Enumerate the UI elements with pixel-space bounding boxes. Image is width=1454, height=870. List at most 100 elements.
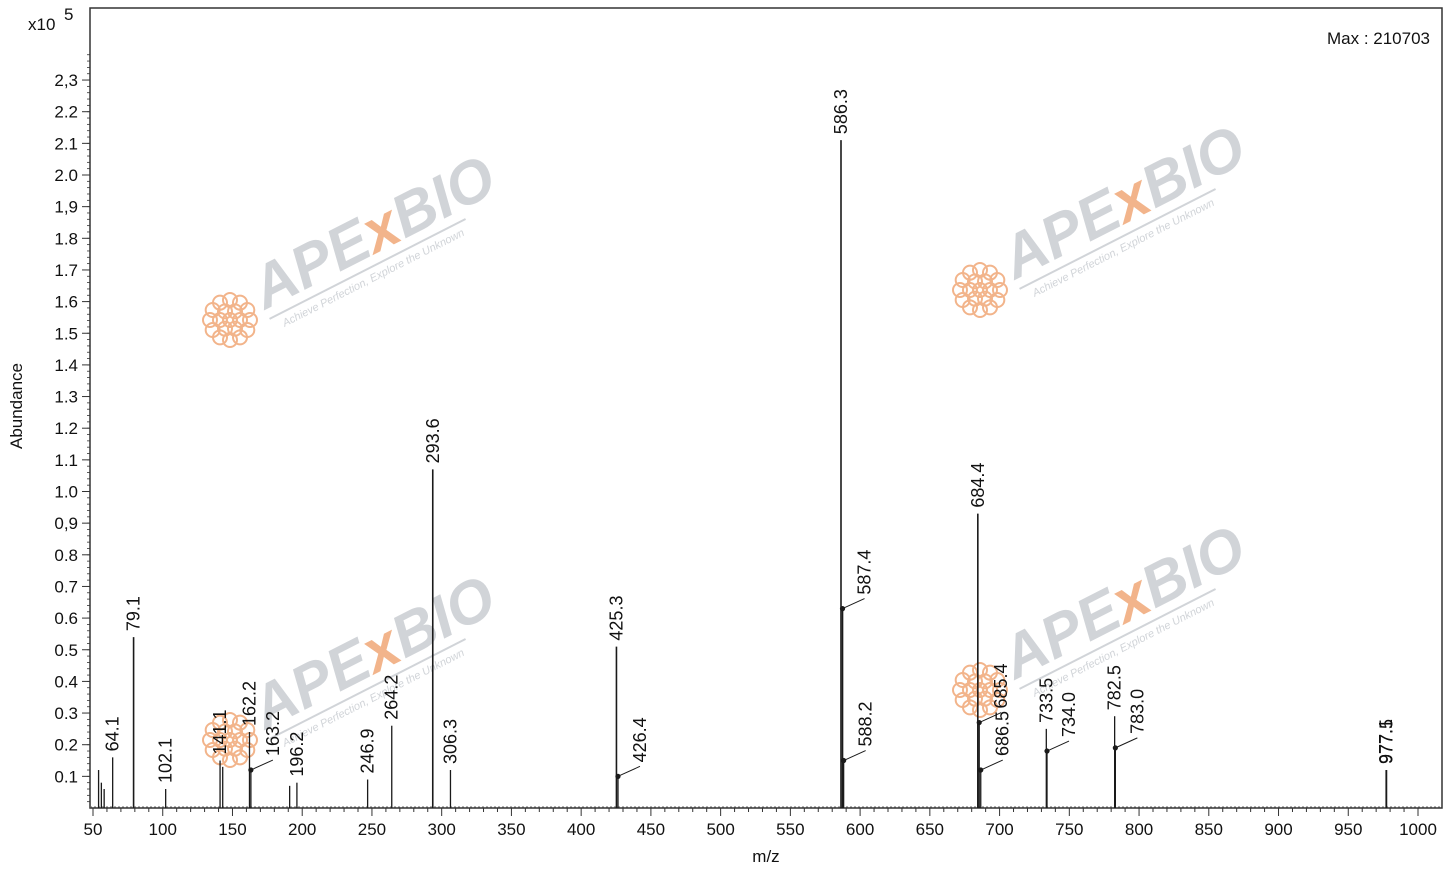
peak-label: 686.5	[993, 711, 1013, 756]
peak-label: 163.2	[263, 711, 283, 756]
watermark-brand: APExBIO	[989, 112, 1256, 292]
watermark-brand: APExBIO	[239, 142, 506, 322]
peak-marker	[841, 757, 847, 764]
x-tick-label: 500	[706, 820, 734, 839]
y-tick-label: 0.4	[54, 672, 78, 691]
x-tick-label: 800	[1125, 820, 1153, 839]
peak-leader	[980, 759, 1003, 771]
x-tick-label: 600	[846, 820, 874, 839]
x-tick-label: 900	[1264, 820, 1292, 839]
peak-marker	[248, 767, 254, 773]
watermark-emblem-icon	[952, 262, 1008, 318]
peak-marker	[978, 767, 984, 773]
peak-label: 246.9	[358, 728, 378, 773]
plot-frame	[89, 7, 1443, 809]
peak-leader	[979, 712, 1002, 724]
peak-label: 293.6	[423, 418, 443, 463]
y-multiplier-label: x10	[28, 15, 55, 34]
peak-leader	[1046, 740, 1070, 752]
y-tick-label: 2.2	[54, 103, 78, 122]
peak-marker	[1044, 748, 1050, 754]
y-tick-label: 1.7	[54, 261, 78, 280]
y-tick-label: 0.7	[54, 577, 78, 596]
peak-leader	[843, 750, 866, 761]
peak-label: 196.2	[287, 732, 307, 777]
peak-label: 425.3	[606, 596, 626, 641]
y-axis: 0.1 0.2 0.3 0.4 0.5 0.6 0.7 0.8 0,9 1.0 1.1 1.2 1.3 1…	[54, 54, 90, 803]
y-tick-label: 0.8	[54, 546, 78, 565]
peak-label: 684.4	[968, 463, 988, 508]
y-tick-label: 1.4	[54, 356, 78, 375]
y-tick-label: 1.3	[54, 388, 78, 407]
x-tick-label: 250	[358, 820, 386, 839]
peak-label: 783.0	[1127, 689, 1147, 734]
y-tick-label: 2.0	[54, 166, 78, 185]
peak-label: 588.2	[856, 701, 876, 746]
peak-label: 586.3	[831, 89, 851, 134]
x-tick-label: 850	[1195, 820, 1223, 839]
x-tick-label: 50	[84, 820, 103, 839]
peak-leader	[250, 759, 274, 771]
y-tick-label: 0.5	[54, 641, 78, 660]
x-tick-label: 700	[985, 820, 1013, 839]
y-tick-label: 2,3	[54, 71, 78, 90]
peak-label: 734.0	[1059, 692, 1079, 737]
watermark-emblem-icon	[952, 662, 1008, 718]
max-abundance-label: Max : 210703	[1327, 29, 1430, 48]
x-tick-label: 750	[1055, 820, 1083, 839]
peak-label: 64.1	[103, 716, 123, 751]
x-tick-label: 350	[497, 820, 525, 839]
peak-label: 306.3	[440, 719, 460, 764]
x-tick-label: 100	[149, 820, 177, 839]
peak-label: 782.5	[1105, 665, 1125, 710]
x-tick-label: 150	[218, 820, 246, 839]
y-tick-label: 1.0	[54, 483, 78, 502]
peak-label: 141.1	[210, 709, 230, 754]
peak-label: 733.5	[1036, 678, 1056, 723]
y-tick-label: 0.6	[54, 609, 78, 628]
x-axis: 50 100 150 200 250 300 350 400 450 500 550 600 650 70…	[84, 808, 1437, 839]
peak-leader	[1115, 737, 1138, 749]
peak-label: 79.1	[124, 596, 144, 631]
x-tick-label: 1000	[1399, 820, 1437, 839]
peak-label: 977.5	[1377, 719, 1397, 764]
peak-label: 977.1	[1376, 719, 1396, 764]
x-axis-title: m/z	[752, 847, 779, 866]
y-tick-label: 0,9	[54, 514, 78, 533]
peak-label: 102.1	[156, 738, 176, 783]
x-tick-label: 550	[776, 820, 804, 839]
y-multiplier-exponent: 5	[64, 5, 73, 24]
peak-label: 264.2	[382, 675, 402, 720]
y-tick-label: 1.8	[54, 229, 78, 248]
x-tick-label: 200	[288, 820, 316, 839]
y-axis-title: Abundance	[7, 363, 26, 449]
watermark-emblem-icon	[202, 292, 258, 348]
y-tick-label: 1,9	[54, 198, 78, 217]
watermark-emblem-icon	[202, 712, 258, 768]
x-tick-label: 450	[637, 820, 665, 839]
y-tick-label: 1.1	[54, 451, 78, 470]
peak-marker	[976, 719, 982, 726]
x-tick-label: 950	[1334, 820, 1362, 839]
y-tick-label: 0.1	[54, 767, 78, 786]
y-tick-label: 0.2	[54, 736, 78, 755]
y-tick-label: 2.1	[54, 134, 78, 153]
peak-marker	[839, 606, 846, 612]
peak-label: 685.4	[991, 663, 1011, 708]
peak-leader	[617, 765, 641, 777]
x-tick-label: 400	[567, 820, 595, 839]
peak-marker	[615, 773, 621, 779]
peak-label: 426.4	[630, 717, 650, 762]
x-tick-label: 300	[427, 820, 455, 839]
y-tick-label: 1.2	[54, 419, 78, 438]
x-tick-label: 650	[916, 820, 944, 839]
peak-label: 162.2	[239, 681, 259, 726]
peak-leader	[842, 598, 865, 610]
